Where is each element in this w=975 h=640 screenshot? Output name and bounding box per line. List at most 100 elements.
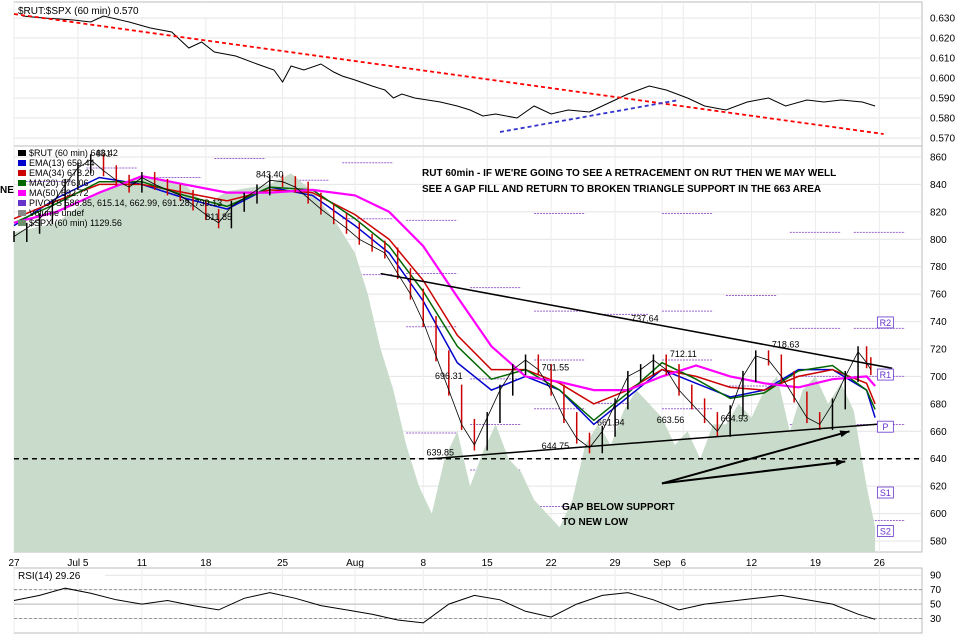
- price-y-tick: 680: [930, 399, 947, 410]
- pivot-label-box: [876, 420, 894, 433]
- legend-label: Volume undef: [29, 208, 85, 218]
- ratio-y-tick: 0.590: [930, 94, 955, 105]
- x-tick-label: Aug: [346, 558, 364, 569]
- rsi-frame: [13, 567, 923, 634]
- ratio-y-tick: 0.630: [930, 14, 955, 25]
- price-data-label: 701.55: [542, 363, 570, 373]
- price-data-label: 661.94: [597, 418, 625, 428]
- ratio-title: $RUT:$SPX (60 min) 0.570: [18, 6, 139, 17]
- price-data-label: 861: [96, 149, 111, 159]
- ratio-trendline: [13, 13, 884, 135]
- price-data-label: 663.56: [657, 415, 685, 425]
- price-y-tick: 780: [930, 262, 947, 273]
- price-y-tick: 580: [930, 537, 947, 548]
- x-tick-label: 6: [680, 558, 686, 569]
- rsi-title-bg: [15, 569, 105, 581]
- price-panel: 580 600 620 640 660 680 700 720 740 760 780 800 820 8…: [0, 145, 947, 569]
- x-tick-label: 12: [746, 558, 758, 569]
- pivot-label-box: [876, 316, 894, 329]
- pivot-label: P: [882, 422, 888, 432]
- x-tick-label: 25: [277, 558, 289, 569]
- price-y-tick: 820: [930, 207, 947, 218]
- price-data-label: 811.85: [205, 212, 232, 222]
- price-data-label: 843.40: [256, 169, 284, 179]
- note-gap-1: GAP BELOW SUPPORT: [562, 502, 675, 513]
- legend-label: $RUT (60 min) 643.42: [29, 148, 118, 158]
- ratio-y-tick: 0.570: [930, 134, 955, 145]
- pivot-label-box: [876, 486, 894, 499]
- x-tick-label: 22: [546, 558, 558, 569]
- pivot-label: S2: [880, 526, 891, 536]
- price-trendline: [380, 272, 893, 369]
- legend-label: EMA(13) 659.44: [29, 158, 95, 168]
- legend-swatch: [18, 160, 26, 166]
- x-tick-label: Sep: [653, 558, 671, 569]
- note-line-2: SEE A GAP FILL AND RETURN TO BROKEN TRIA…: [422, 184, 821, 195]
- note-line-1: RUT 60min - IF WE'RE GOING TO SEE A RETR…: [422, 168, 836, 179]
- x-tick-label: 11: [137, 558, 148, 569]
- price-y-tick: 720: [930, 345, 947, 356]
- x-tick-label: Jul 5: [67, 558, 89, 569]
- ratio-y-tick: 0.580: [930, 114, 955, 125]
- rsi-line: [13, 587, 876, 624]
- ratio-frame: [13, 1, 923, 147]
- rsi-y-tick: 90: [930, 571, 942, 582]
- price-y-tick: 760: [930, 290, 947, 301]
- ratio-y-tick: 0.600: [930, 74, 955, 85]
- pivot-label-box: [876, 525, 894, 537]
- pivot-label: R1: [880, 370, 892, 380]
- legend-swatch: [18, 220, 26, 226]
- price-arrow-head: [839, 430, 850, 438]
- spx-area: [14, 173, 876, 552]
- legend-label: MA(20) 676.06: [29, 178, 89, 188]
- ratio-panel: 0.570 0.580 0.590 0.600 0.610 0.620 0.630 $RUT:…: [13, 1, 955, 147]
- x-tick-label: 15: [482, 558, 494, 569]
- price-data-label: 644.75: [542, 441, 570, 451]
- price-y-tick: 700: [930, 372, 947, 383]
- rsi-y-tick: 50: [930, 600, 942, 611]
- price-y-tick: 620: [930, 482, 947, 493]
- ma-line: [13, 180, 876, 422]
- price-trendline: [431, 422, 893, 460]
- legend-swatch: [18, 170, 26, 176]
- legend-label: $SPX (60 min) 1129.56: [29, 218, 122, 228]
- price-data-label: 639.85: [427, 448, 455, 458]
- cut-text: NE: [0, 185, 14, 196]
- price-data-label: 737.64: [631, 313, 659, 323]
- pivot-label-box: [876, 368, 894, 381]
- legend-label: EMA(34) 678.20: [29, 168, 95, 178]
- price-arrow-head: [835, 459, 846, 466]
- rsi-title: RSI(14) 29.26: [18, 571, 81, 582]
- rut-line: [13, 159, 872, 449]
- ratio-trendline: [499, 99, 680, 133]
- pivot-label: R2: [880, 318, 892, 328]
- ma-line: [13, 183, 876, 405]
- price-data-label: 664.93: [721, 413, 749, 423]
- price-y-tick: 600: [930, 509, 947, 520]
- price-y-tick: 840: [930, 180, 947, 191]
- x-tick-label: 18: [200, 558, 212, 569]
- price-arrow-line: [661, 460, 846, 485]
- ratio-y-tick: 0.610: [930, 54, 955, 65]
- price-data-label: 712.11: [670, 349, 697, 359]
- legend-swatch: [18, 190, 26, 196]
- rsi-panel: 30 50 70 90 RSI(14) 29.26: [13, 567, 942, 634]
- legend-label: PIVOTS 586.85, 615.14, 662.99, 691.28, 7…: [29, 198, 222, 208]
- rsi-y-tick: 70: [930, 585, 942, 596]
- ma-line: [13, 175, 876, 392]
- legend-label: MA(50) 692.72: [29, 188, 89, 198]
- price-data-label: 718.63: [772, 339, 800, 349]
- ratio-title-bg: [15, 3, 225, 17]
- pivot-label: S1: [880, 488, 891, 498]
- ratio-y-tick: 0.620: [930, 34, 955, 45]
- legend-swatch: [18, 210, 26, 216]
- price-y-tick: 860: [930, 152, 947, 163]
- x-tick-label: 29: [610, 558, 622, 569]
- price-y-tick: 640: [930, 454, 947, 465]
- x-tick-label: 26: [874, 558, 886, 569]
- price-data-label: 696.31: [435, 371, 463, 381]
- price-y-tick: 800: [930, 235, 947, 246]
- price-y-tick: 660: [930, 427, 947, 438]
- legend-swatch: [18, 150, 26, 156]
